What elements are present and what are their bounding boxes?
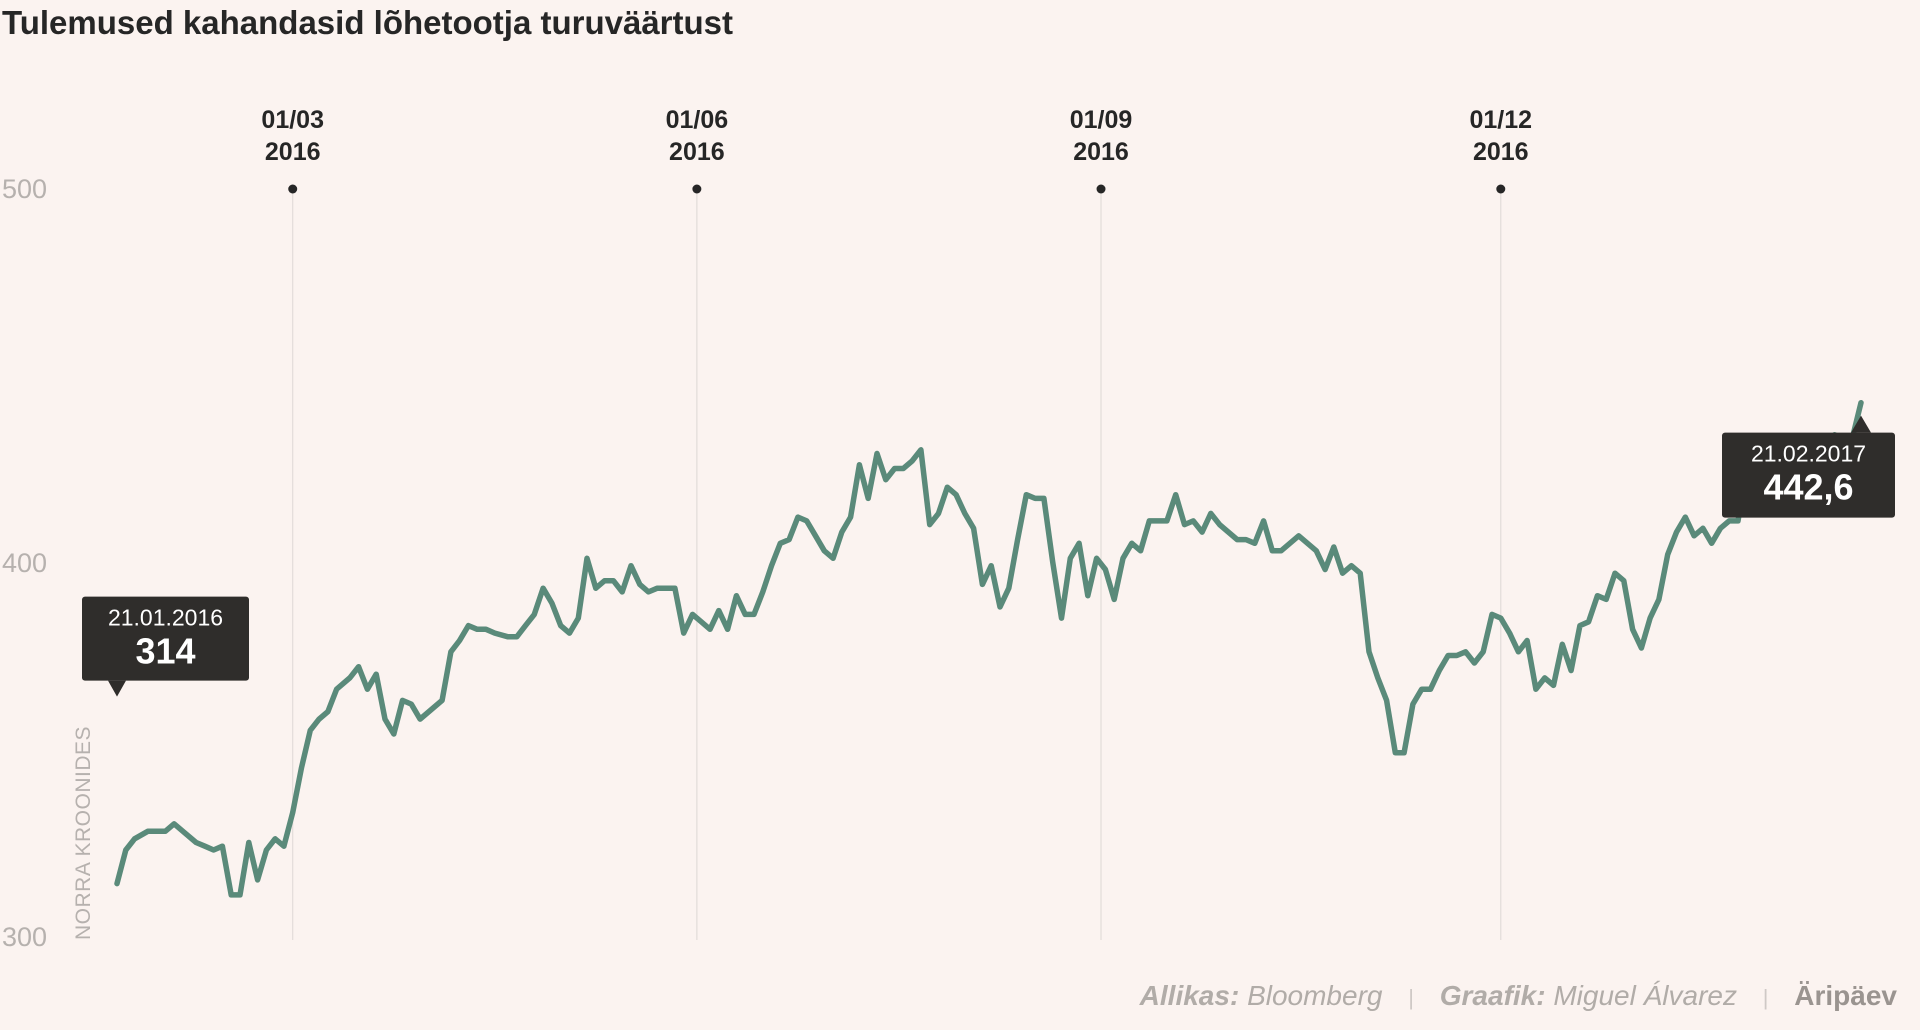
x-tick-label-year: 2016 bbox=[669, 138, 725, 166]
x-tick-label-month: 01/09 bbox=[1070, 106, 1133, 134]
y-axis-label: NORRA KROONIDES bbox=[72, 726, 95, 940]
x-tick-label-month: 01/03 bbox=[261, 106, 324, 134]
x-tick-label-year: 2016 bbox=[1473, 138, 1529, 166]
source-label: Allikas: bbox=[1139, 980, 1240, 1011]
callout-value: 314 bbox=[135, 631, 195, 672]
footer-separator: | bbox=[1762, 985, 1769, 1010]
price-line bbox=[114, 399, 1864, 898]
y-tick-label: 300 bbox=[2, 922, 47, 952]
callout-pointer bbox=[1851, 415, 1871, 433]
grid-layer bbox=[292, 190, 1502, 940]
x-tick-label-year: 2016 bbox=[1073, 138, 1129, 166]
callout-pointer bbox=[108, 680, 126, 697]
footer: Allikas: Bloomberg | Graafik: Miguel Álv… bbox=[1140, 980, 1897, 1012]
x-tick-label-month: 01/06 bbox=[666, 106, 729, 134]
callout-box bbox=[82, 596, 249, 681]
graphic-label: Graafik: bbox=[1439, 980, 1546, 1011]
x-tick-label-month: 01/12 bbox=[1469, 106, 1532, 134]
y-tick-label: 400 bbox=[2, 548, 47, 578]
x-tick-dot bbox=[288, 184, 298, 194]
source-value: Bloomberg bbox=[1247, 980, 1383, 1011]
x-tick-dot bbox=[1496, 184, 1506, 194]
x-tick-label-year: 2016 bbox=[265, 138, 321, 166]
callout-date: 21.01.2016 bbox=[108, 605, 223, 631]
brand-logo: Äripäev bbox=[1794, 980, 1897, 1011]
callout-box bbox=[1722, 432, 1895, 518]
line-series bbox=[114, 399, 1864, 898]
y-tick-label: 500 bbox=[2, 174, 47, 204]
callout-date: 21.02.2017 bbox=[1751, 441, 1866, 467]
graphic-value: Miguel Álvarez bbox=[1553, 980, 1737, 1011]
chart-title: Tulemused kahandasid lõhetootja turuväär… bbox=[2, 4, 734, 41]
footer-separator: | bbox=[1408, 985, 1414, 1010]
x-tick-dot bbox=[692, 184, 702, 194]
callout-value: 442,6 bbox=[1763, 467, 1853, 508]
x-axis: 01/03 2016 01/06 2016 01/09 2016 01/12 2016 bbox=[261, 106, 1532, 194]
y-axis: 500 400 300 bbox=[2, 174, 47, 952]
x-tick-dot bbox=[1096, 184, 1106, 194]
